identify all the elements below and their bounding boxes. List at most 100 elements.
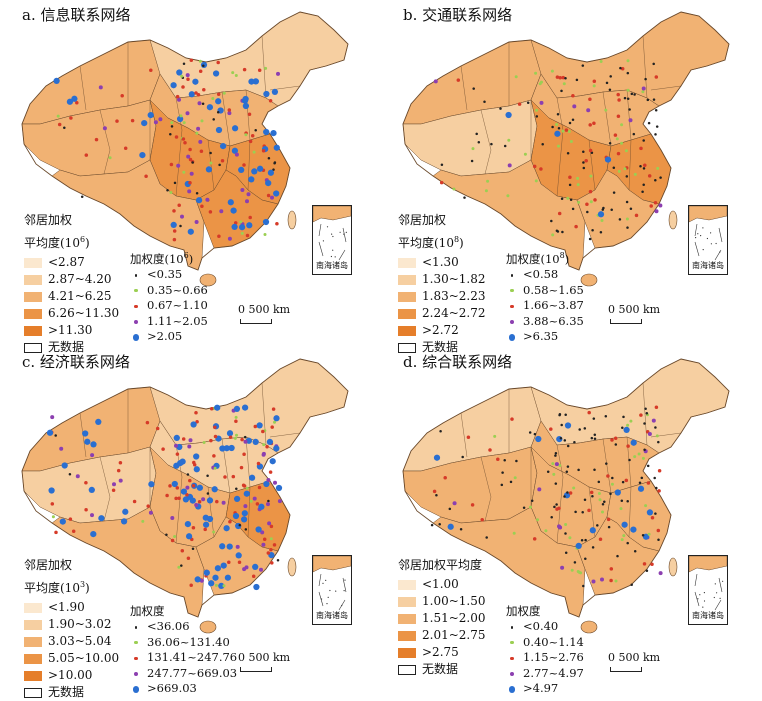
city-dot (564, 128, 569, 132)
city-dot (560, 565, 565, 570)
inset-island (713, 596, 715, 599)
dot-legend-item: 1.66~3.87 (506, 298, 584, 314)
city-dot (54, 434, 57, 437)
city-dot (223, 475, 227, 479)
city-dot (179, 114, 183, 118)
city-dot (71, 529, 76, 534)
province-boundary (480, 109, 492, 175)
city-dot (475, 132, 478, 136)
city-dot (591, 494, 594, 498)
city-dot (628, 108, 631, 111)
fill-legend-item: 1.00~1.50 (398, 593, 486, 610)
city-dot (560, 89, 563, 93)
dot-symbol (510, 304, 514, 309)
inset-label: 南海诸岛 (316, 261, 348, 270)
dot-legend: 加权度 <0.40 0.40~1.14 1.15~2.76 2.77~4.97 >4.9… (506, 600, 584, 697)
fill-legend-label: 6.26~11.30 (48, 306, 120, 320)
city-dot (265, 179, 272, 187)
city-dot (584, 159, 588, 163)
city-dot (646, 464, 650, 468)
city-dot (591, 579, 596, 584)
dot-legend-label: 1.66~3.87 (523, 298, 584, 313)
city-dot (202, 64, 205, 67)
dot-symbol (510, 641, 514, 645)
city-dot (209, 151, 212, 155)
city-dot (569, 140, 573, 143)
city-dot (174, 135, 179, 139)
city-dot (559, 437, 563, 440)
city-dot (589, 490, 594, 495)
city-dot (626, 423, 630, 427)
city-dot (273, 480, 277, 485)
city-dot (603, 500, 606, 504)
city-dot (557, 211, 562, 216)
dot-symbol (132, 686, 140, 693)
city-dot (588, 148, 593, 153)
city-dot (651, 418, 656, 423)
city-dot (261, 429, 265, 434)
city-dot (108, 156, 112, 160)
inset-coast (313, 206, 351, 223)
city-dot (267, 521, 272, 526)
hainan-island (580, 273, 598, 287)
inset-island (697, 598, 699, 600)
city-dot (654, 512, 657, 515)
inset-island (695, 237, 697, 239)
dot-symbol (134, 656, 138, 661)
city-dot (222, 91, 226, 95)
city-dot (182, 121, 186, 125)
dot-legend-label: <36.06 (147, 619, 190, 634)
city-dot (212, 454, 216, 458)
city-dot (241, 483, 246, 488)
city-dot (642, 533, 650, 540)
inset-island (322, 240, 324, 242)
city-dot (122, 508, 129, 515)
city-dot (613, 436, 618, 441)
city-dot (591, 229, 594, 232)
city-dot (68, 517, 73, 521)
city-dot (641, 90, 645, 94)
dot-legend-item: 1.11~2.05 (130, 314, 208, 330)
city-dot (642, 562, 647, 566)
city-dot (171, 480, 178, 488)
city-dot (198, 139, 203, 144)
city-dot (587, 410, 591, 415)
city-dot (440, 163, 444, 166)
map-panel-c: c. 经济联系网络 南海诸岛 邻居加权 平均度(103) <1.90 1.90~3… (0, 347, 381, 699)
city-dot (170, 82, 177, 89)
city-dot (218, 163, 221, 167)
city-dot (228, 520, 232, 524)
city-dot (629, 419, 633, 423)
city-dot (626, 226, 629, 229)
fill-swatch (24, 602, 42, 613)
city-dot (194, 410, 198, 415)
inset-island (334, 256, 336, 258)
city-dot (245, 199, 249, 204)
inset-island (344, 579, 346, 581)
city-dot (175, 486, 180, 490)
inset-island (325, 579, 327, 581)
city-dot (168, 484, 172, 488)
city-dot (560, 423, 563, 427)
city-dot (238, 166, 245, 174)
fill-swatch (398, 596, 416, 607)
city-dot (614, 579, 618, 583)
city-dot (590, 151, 594, 155)
fill-legend-item: 1.30~1.82 (398, 271, 486, 288)
city-dot (264, 66, 268, 70)
fill-legend-label: 4.21~6.25 (48, 289, 112, 303)
city-dot (248, 215, 252, 220)
inset-coast (689, 556, 727, 573)
fill-legend: 邻居加权 平均度(103) <1.90 1.90~3.02 3.03~5.04 5.0… (24, 557, 119, 701)
city-dot (565, 470, 569, 474)
city-dot (583, 498, 587, 502)
city-dot (643, 448, 646, 452)
dot-legend-label: 3.88~6.35 (523, 313, 584, 328)
city-dot (261, 542, 266, 547)
dot-legend-label: 1.11~2.05 (147, 313, 208, 328)
city-dot (209, 161, 213, 165)
inset-island (345, 231, 347, 233)
south-china-sea-inset: 南海诸岛 (312, 205, 352, 275)
city-dot (654, 178, 657, 182)
city-dot (216, 92, 221, 97)
